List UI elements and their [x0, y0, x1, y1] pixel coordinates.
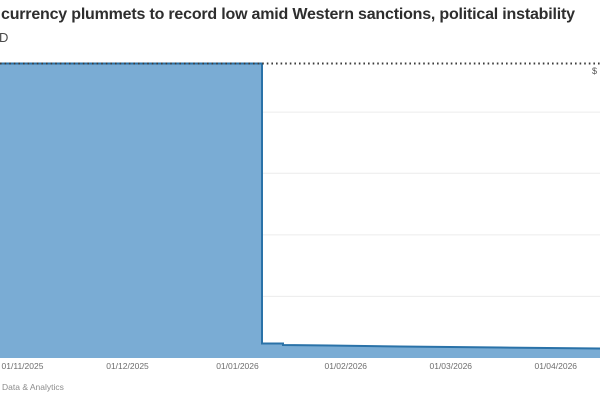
x-tick-label: 01/11/2025	[1, 361, 44, 371]
x-axis: 01/11/2025 01/12/2025 01/01/2026 01/02/2026…	[0, 361, 600, 375]
area-stroke-path	[0, 62, 600, 350]
x-tick-label: 01/03/2026	[429, 361, 473, 371]
source-attribution: Data & Analytics	[2, 382, 64, 392]
peak-reference-label: $	[592, 66, 598, 76]
area-chart-plot	[0, 60, 600, 360]
area-fill-path	[0, 63, 600, 358]
x-tick-label: 01/12/2025	[106, 361, 149, 371]
chart-subtitle: D	[0, 30, 9, 45]
x-tick-label: 01/01/2026	[216, 361, 259, 371]
x-tick-label: 01/04/2026	[534, 361, 578, 371]
x-tick-label: 01/02/2026	[324, 361, 368, 371]
area-chart-svg	[0, 62, 600, 358]
chart-title: currency plummets to record low amid Wes…	[1, 6, 575, 23]
